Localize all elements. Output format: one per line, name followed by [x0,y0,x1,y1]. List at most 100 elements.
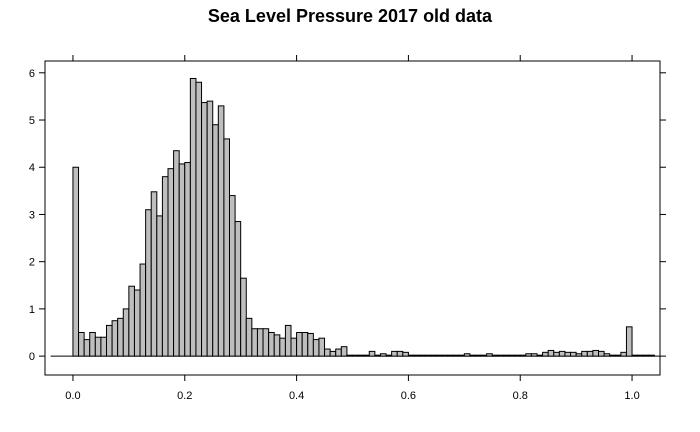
histogram-bar [106,324,113,357]
histogram-bar [614,354,622,357]
histogram-bar [385,354,393,357]
histogram-bar [642,354,650,357]
histogram-bar [491,354,499,357]
histogram-bar [430,354,437,357]
histogram-bar [83,339,91,357]
y-tick-label: 4 [29,162,35,174]
histogram-bar [340,346,348,357]
histogram-bar [167,168,175,357]
histogram-bar [352,354,359,357]
histogram-bar [273,334,281,357]
histogram-bar [514,354,521,357]
histogram-bar [324,348,331,357]
x-tick-label: 0.8 [513,390,528,402]
histogram-bar [296,332,303,357]
histogram-bar [452,354,460,357]
histogram-bar [94,336,102,357]
histogram-bar [89,332,96,357]
histogram-bar [463,353,471,357]
histogram-bar [251,328,258,357]
histogram-bar [156,215,163,357]
histogram-bar [150,191,158,357]
histogram-bar [195,81,203,357]
histogram-bar [631,354,639,357]
histogram-bar [424,354,432,357]
histogram-bar [201,102,208,357]
histogram-bar [592,349,599,357]
y-tick-label: 5 [29,115,35,127]
histogram-bar [139,263,147,357]
histogram-bar [72,166,80,357]
histogram-bar [402,351,409,357]
histogram-bar [581,350,588,357]
x-tick-label: 0.2 [177,390,192,402]
x-tick-label: 0.4 [289,390,304,402]
histogram-bar [111,320,119,357]
histogram-bar [480,354,488,357]
y-tick-label: 3 [29,209,35,221]
x-tick-label: 1.0 [624,390,639,402]
histogram-bar [128,285,135,357]
histogram-bar [245,317,253,357]
y-tick-label: 0 [29,351,35,363]
histogram-bar [234,221,242,357]
histogram-bar [307,332,314,357]
histogram-bar [391,350,398,357]
histogram-bar [262,328,270,357]
histogram-bar [256,328,264,357]
histogram-bar [475,354,482,357]
histogram-bar [407,354,415,357]
histogram-bar [284,324,292,357]
histogram-bar [145,209,152,357]
histogram-bar [648,354,655,357]
histogram-bar [363,354,370,357]
histogram-bar [374,354,381,357]
histogram-bar [100,336,108,357]
histogram-bar [301,332,309,357]
histogram-bar [637,354,644,357]
histogram-bar [570,351,577,357]
histogram-bar [279,337,286,357]
histogram-bar [530,353,538,357]
histogram-bar [117,317,124,357]
histogram-bar [502,354,510,357]
histogram-bar [519,354,527,357]
histogram-bar [368,350,376,357]
histogram-bar [268,332,275,357]
histogram-bar [620,351,627,357]
histogram-bar [178,163,186,357]
histogram-bar [547,349,555,357]
histogram-bar [609,354,616,357]
histogram-bar [553,351,560,357]
histogram-bar [212,124,219,357]
y-tick-label: 1 [29,304,35,316]
histogram-bar [564,351,572,357]
histogram-bar [379,353,387,357]
histogram-bar [625,326,633,357]
histogram-bar [435,354,443,357]
histogram-bar [413,354,421,357]
axes-layer: 0.0 0.2 0.4 0.6 0.8 1.0 0 1 2 3 4 5 6 [29,55,666,402]
histogram-bar [78,332,85,357]
histogram-bar [458,354,465,357]
histogram-bar [542,351,549,357]
histogram-bar [586,350,594,357]
x-tick-label: 0.6 [401,390,416,402]
histogram-bar [329,350,337,357]
histogram-bar [290,337,298,357]
histogram-bar [161,176,169,357]
histogram-bar [217,105,225,357]
histogram-bar [229,195,236,357]
bars-layer [50,77,660,357]
histogram-bar [508,354,516,357]
histogram-bar [469,354,477,357]
histogram-bar [447,354,454,357]
histogram-bar [312,339,320,357]
histogram-bar [598,350,605,357]
histogram-bar [318,337,326,357]
histogram-bar [441,354,449,357]
histogram-bar [122,308,130,357]
histogram-bar [184,162,191,357]
histogram-bar [558,350,566,357]
